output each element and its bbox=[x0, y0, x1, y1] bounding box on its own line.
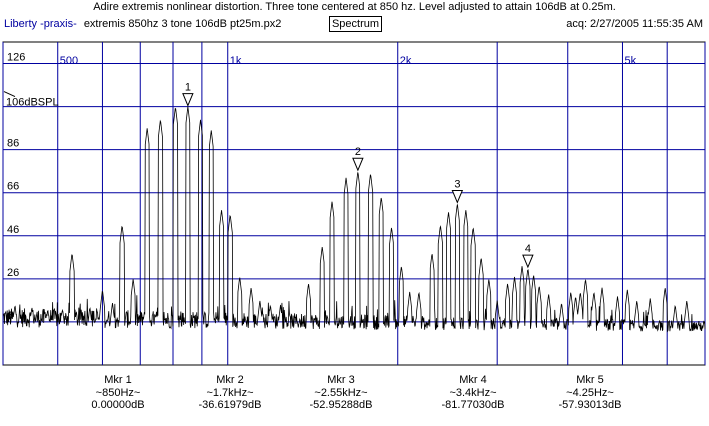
marker-readout-3: Mkr 3 ~2.55kHz~ -52.95288dB bbox=[286, 374, 396, 412]
reference-arrow bbox=[3, 91, 16, 98]
marker-readout-4: Mkr 4 ~3.4kHz~ -81.77030dB bbox=[418, 374, 528, 412]
app-info: Liberty -praxis- extremis 850hz 3 tone 1… bbox=[4, 18, 281, 31]
marker-name: Mkr 5 bbox=[576, 374, 604, 386]
marker-set: 1 2 3 4 bbox=[182, 82, 534, 269]
marker-triangle bbox=[182, 93, 194, 107]
mode-button[interactable]: Spectrum bbox=[329, 16, 382, 32]
marker-triangle bbox=[352, 157, 364, 172]
chart-title: Adire extremis nonlinear distortion. Thr… bbox=[93, 1, 616, 13]
marker-level: -36.61979dB bbox=[198, 399, 262, 411]
reference-level: 106dBSPL bbox=[3, 91, 59, 109]
marker-level: -52.95288dB bbox=[309, 399, 373, 411]
spectrum-trace bbox=[2, 106, 706, 333]
y-tick-label: 126 bbox=[7, 52, 25, 64]
y-tick-label: 66 bbox=[7, 181, 19, 193]
marker-frequency: ~4.25Hz~ bbox=[566, 386, 614, 399]
reference-label: 106dBSPL bbox=[6, 97, 59, 109]
marker-frequency: ~2.55kHz~ bbox=[314, 386, 368, 399]
file-name: extremis 850hz 3 tone 106dB pt25m.px2 bbox=[83, 18, 282, 30]
marker-frequency: ~1.7kHz~ bbox=[206, 386, 254, 399]
app-name: Liberty -praxis- bbox=[4, 18, 77, 30]
marker-triangle bbox=[451, 190, 464, 204]
x-tick-label: 500 bbox=[60, 55, 78, 67]
marker-level: -57.93013dB bbox=[558, 399, 622, 411]
marker-label: 3 bbox=[454, 179, 460, 191]
y-tick-label: 86 bbox=[7, 138, 19, 150]
marker-triangle bbox=[522, 254, 534, 269]
marker-label: 4 bbox=[525, 243, 531, 255]
marker-label: 2 bbox=[355, 146, 361, 158]
marker-name: Mkr 2 bbox=[216, 374, 244, 386]
marker-level: 0.00000dB bbox=[91, 399, 145, 411]
marker-label: 1 bbox=[185, 82, 191, 94]
marker-readouts: Mkr 1 ~850Hz~ 0.00000dB Mkr 2 ~1.7kHz~ -… bbox=[0, 374, 709, 424]
marker-readout-5: Mkr 5 ~4.25Hz~ -57.93013dB bbox=[535, 374, 645, 412]
x-tick-label: 1k bbox=[230, 55, 242, 67]
marker-level: -81.77030dB bbox=[441, 399, 505, 411]
marker-name: Mkr 3 bbox=[327, 374, 355, 386]
marker-readout-2: Mkr 2 ~1.7kHz~ -36.61979dB bbox=[175, 374, 285, 412]
x-tick-label: 2k bbox=[400, 55, 412, 67]
marker-name: Mkr 1 bbox=[104, 374, 132, 386]
y-tick-label: 46 bbox=[7, 224, 19, 236]
marker-readout-1: Mkr 1 ~850Hz~ 0.00000dB bbox=[63, 374, 173, 412]
x-tick-label: 5k bbox=[624, 55, 636, 67]
y-tick-label: 26 bbox=[7, 267, 19, 279]
marker-frequency: ~850Hz~ bbox=[95, 386, 141, 399]
marker-frequency: ~3.4kHz~ bbox=[449, 386, 497, 399]
marker-name: Mkr 4 bbox=[459, 374, 487, 386]
acquisition-timestamp: acq: 2/27/2005 11:55:35 AM bbox=[566, 18, 703, 30]
